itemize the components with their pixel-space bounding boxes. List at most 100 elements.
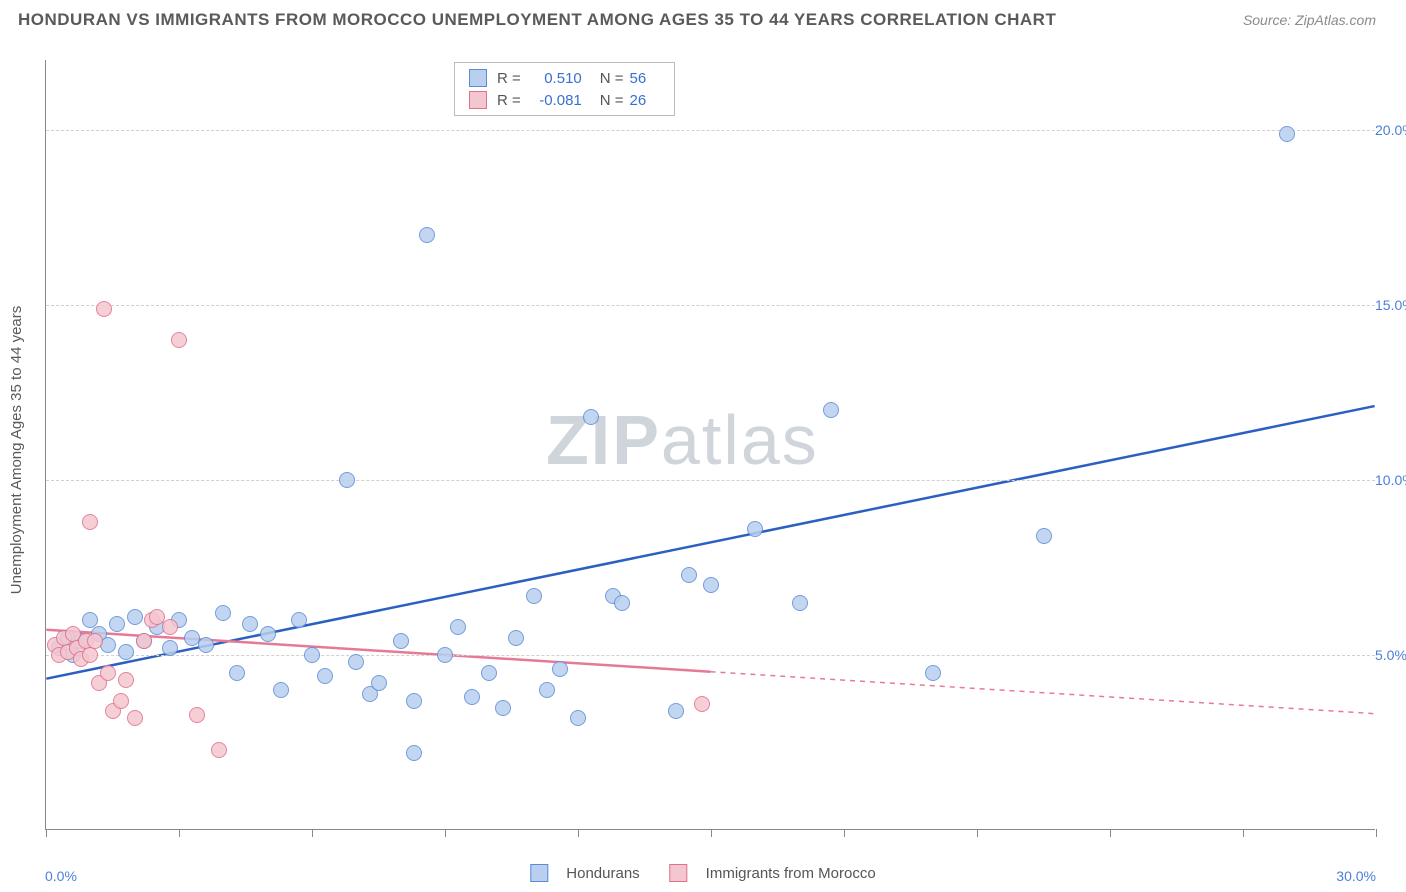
data-point bbox=[371, 675, 387, 691]
data-point bbox=[348, 654, 364, 670]
data-point bbox=[668, 703, 684, 719]
data-point bbox=[127, 609, 143, 625]
stats-n-label-1: N = bbox=[600, 70, 624, 87]
stats-row-1: R = 0.510 N = 56 bbox=[455, 67, 674, 89]
gridline bbox=[46, 655, 1375, 656]
x-axis-max-label: 30.0% bbox=[1336, 868, 1376, 884]
trend-line-dashed bbox=[711, 672, 1375, 714]
stats-r-label-1: R = bbox=[497, 70, 521, 87]
data-point bbox=[100, 665, 116, 681]
data-point bbox=[464, 689, 480, 705]
data-point bbox=[198, 637, 214, 653]
trend-lines-svg bbox=[46, 60, 1375, 829]
data-point bbox=[162, 640, 178, 656]
y-axis-label: Unemployment Among Ages 35 to 44 years bbox=[8, 306, 25, 595]
legend-item-2: Immigrants from Morocco bbox=[670, 864, 876, 882]
data-point bbox=[406, 745, 422, 761]
legend-swatch-1 bbox=[530, 864, 548, 882]
data-point bbox=[304, 647, 320, 663]
legend-item-1: Hondurans bbox=[530, 864, 639, 882]
data-point bbox=[539, 682, 555, 698]
x-tick bbox=[578, 829, 579, 837]
data-point bbox=[419, 227, 435, 243]
data-point bbox=[317, 668, 333, 684]
data-point bbox=[242, 616, 258, 632]
data-point bbox=[291, 612, 307, 628]
data-point bbox=[127, 710, 143, 726]
data-point bbox=[495, 700, 511, 716]
y-tick-label: 20.0% bbox=[1375, 122, 1406, 138]
data-point bbox=[118, 672, 134, 688]
data-point bbox=[339, 472, 355, 488]
legend-label-2: Immigrants from Morocco bbox=[706, 865, 876, 882]
chart-title: HONDURAN VS IMMIGRANTS FROM MOROCCO UNEM… bbox=[18, 10, 1056, 30]
legend-bottom: Hondurans Immigrants from Morocco bbox=[530, 864, 875, 882]
gridline bbox=[46, 305, 1375, 306]
data-point bbox=[118, 644, 134, 660]
y-tick-label: 15.0% bbox=[1375, 297, 1406, 313]
legend-label-1: Hondurans bbox=[566, 865, 639, 882]
data-point bbox=[1279, 126, 1295, 142]
y-tick-label: 10.0% bbox=[1375, 472, 1406, 488]
watermark-bold: ZIP bbox=[546, 401, 661, 479]
data-point bbox=[87, 633, 103, 649]
data-point bbox=[925, 665, 941, 681]
data-point bbox=[189, 707, 205, 723]
data-point bbox=[1036, 528, 1052, 544]
swatch-series1 bbox=[469, 69, 487, 87]
data-point bbox=[260, 626, 276, 642]
source-label: Source: ZipAtlas.com bbox=[1243, 12, 1376, 28]
data-point bbox=[215, 605, 231, 621]
stats-row-2: R = -0.081 N = 26 bbox=[455, 89, 674, 111]
x-tick bbox=[1110, 829, 1111, 837]
stats-r-value-2: -0.081 bbox=[527, 92, 582, 109]
x-tick bbox=[312, 829, 313, 837]
data-point bbox=[614, 595, 630, 611]
gridline bbox=[46, 480, 1375, 481]
legend-swatch-2 bbox=[670, 864, 688, 882]
data-point bbox=[273, 682, 289, 698]
gridline bbox=[46, 130, 1375, 131]
data-point bbox=[570, 710, 586, 726]
x-tick bbox=[179, 829, 180, 837]
data-point bbox=[703, 577, 719, 593]
data-point bbox=[96, 301, 112, 317]
stats-r-label-2: R = bbox=[497, 92, 521, 109]
data-point bbox=[109, 616, 125, 632]
data-point bbox=[406, 693, 422, 709]
data-point bbox=[526, 588, 542, 604]
swatch-series2 bbox=[469, 91, 487, 109]
data-point bbox=[792, 595, 808, 611]
data-point bbox=[82, 514, 98, 530]
data-point bbox=[583, 409, 599, 425]
data-point bbox=[681, 567, 697, 583]
data-point bbox=[450, 619, 466, 635]
plot-area: ZIPatlas R = 0.510 N = 56 R = -0.081 N =… bbox=[45, 60, 1375, 830]
data-point bbox=[229, 665, 245, 681]
data-point bbox=[437, 647, 453, 663]
x-tick bbox=[844, 829, 845, 837]
data-point bbox=[171, 332, 187, 348]
data-point bbox=[552, 661, 568, 677]
stats-n-value-2: 26 bbox=[630, 92, 660, 109]
x-tick bbox=[445, 829, 446, 837]
data-point bbox=[82, 647, 98, 663]
stats-box: R = 0.510 N = 56 R = -0.081 N = 26 bbox=[454, 62, 675, 116]
x-axis-min-label: 0.0% bbox=[45, 868, 77, 884]
stats-n-value-1: 56 bbox=[630, 70, 660, 87]
data-point bbox=[694, 696, 710, 712]
x-tick bbox=[977, 829, 978, 837]
data-point bbox=[211, 742, 227, 758]
data-point bbox=[481, 665, 497, 681]
data-point bbox=[393, 633, 409, 649]
x-tick bbox=[46, 829, 47, 837]
x-tick bbox=[1376, 829, 1377, 837]
data-point bbox=[162, 619, 178, 635]
trend-line-solid bbox=[46, 406, 1374, 679]
x-tick bbox=[711, 829, 712, 837]
stats-n-label-2: N = bbox=[600, 92, 624, 109]
stats-r-value-1: 0.510 bbox=[527, 70, 582, 87]
data-point bbox=[508, 630, 524, 646]
data-point bbox=[113, 693, 129, 709]
data-point bbox=[136, 633, 152, 649]
